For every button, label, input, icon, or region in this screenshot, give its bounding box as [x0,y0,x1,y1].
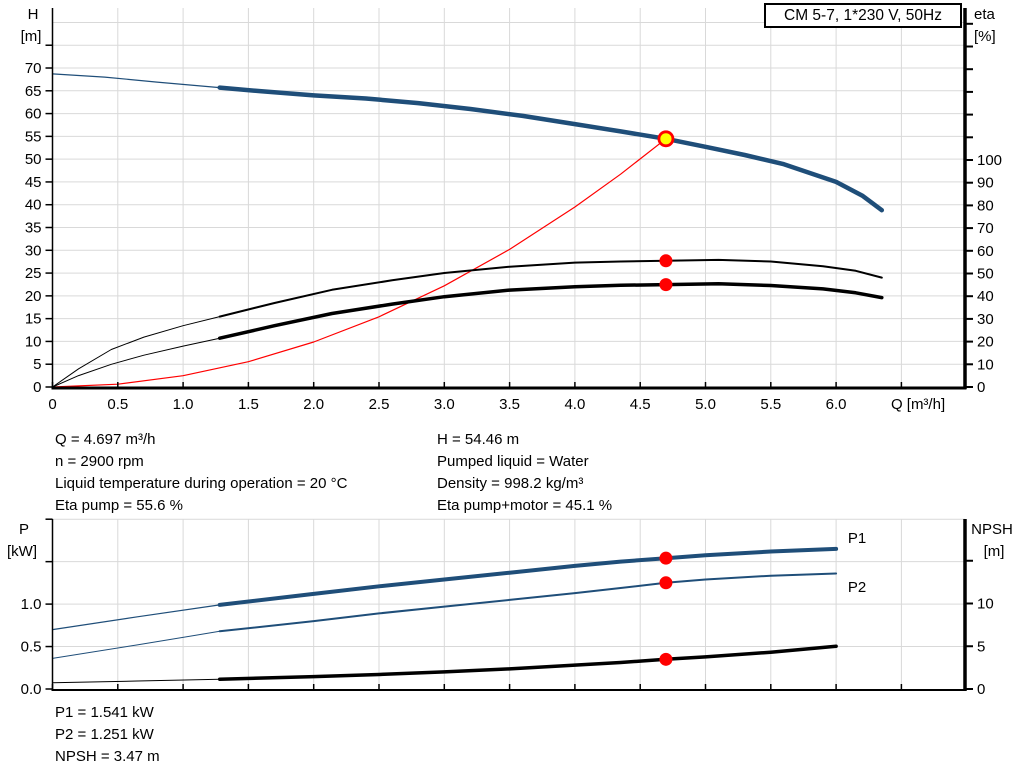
right-axis-tick-label: 5 [977,638,985,655]
info-line-eta-pump: Eta pump = 55.6 % [55,497,183,514]
info-line-flow: Q = 4.697 m³/h [55,431,156,448]
left-axis-tick-label: 70 [25,60,42,77]
curve-h-curve-extension [51,73,221,89]
operating-dot [659,254,673,268]
right-axis-tick-label: 50 [977,266,994,283]
curve-h-curve [217,85,885,213]
x-axis-tick-label: 5.0 [695,396,716,413]
curve-eta-pump-motor [217,281,884,340]
right-axis-tick-label: 40 [977,288,994,305]
right-axis-tick-label: 0 [977,379,985,396]
left-axis-tick-label: 30 [25,242,42,259]
chart-h-eta: 0 5 10 15 20 25 30 35 40 45 50 55 60 65 70 0 10 20 30 40 50 6… [21,6,1002,413]
gridlines [52,8,965,387]
curve-p2-curve [218,572,838,633]
curve-system-curve [51,138,667,388]
right-axis-title: NPSH [971,521,1013,538]
curve-npsh-curve [217,644,838,681]
left-axis-tick-label: 60 [25,106,42,123]
x-axis-tick-label: 2.5 [369,396,390,413]
info-line-speed: n = 2900 rpm [55,453,144,470]
curve-label-p1: P1 [848,530,866,547]
x-axis-tick-label: 4.0 [564,396,585,413]
x-axis-tick-label: 2.0 [303,396,324,413]
operating-data-right: H = 54.46 m Pumped liquid = Water Densit… [437,429,612,517]
right-axis-tick-label: 100 [977,152,1002,169]
right-axis-tick-label: 0 [977,681,985,698]
info-line-head: H = 54.46 m [437,431,520,448]
info-line-pumped-liquid: Pumped liquid = Water [437,453,589,470]
duty-point-marker[interactable] [657,130,675,148]
right-axis-title: [m] [984,543,1005,560]
curve-label-p2: P2 [848,579,866,596]
left-axis-tick-label: 20 [25,288,42,305]
right-axis-tick-label: 70 [977,220,994,237]
info-line-p1: P1 = 1.541 kW [55,704,154,721]
info-line-npsh: NPSH = 3.47 m [55,748,160,765]
left-axis-tick-label: 40 [25,197,42,214]
axes [45,8,973,390]
right-axis-tick-label: 10 [977,596,994,613]
right-axis-tick-label: 10 [977,356,994,373]
operating-dot [659,278,673,292]
left-axis-tick-label: 55 [25,128,42,145]
x-axis-tick-label: 1.0 [173,396,194,413]
curve-npsh-curve-extension [52,678,221,684]
left-axis-tick-label: 5 [33,356,41,373]
chart-title-box: CM 5-7, 1*230 V, 50Hz [764,3,962,28]
chart-title: CM 5-7, 1*230 V, 50Hz [784,6,942,24]
left-axis-tick-label: 50 [25,151,42,168]
right-axis-tick-label: 80 [977,197,994,214]
left-axis-title: [m] [21,28,42,45]
left-axis-title: P [19,521,29,538]
operating-dot [659,551,673,565]
left-axis-tick-label: 25 [25,265,42,282]
info-line-liquid-temperature: Liquid temperature during operation = 20… [55,475,348,492]
curve-p1-curve [217,546,839,607]
x-axis-tick-label: 5.5 [760,396,781,413]
right-axis-tick-label: 60 [977,243,994,260]
left-axis-tick-label: 15 [25,311,42,328]
info-line-eta-pump-motor: Eta pump+motor = 45.1 % [437,497,613,514]
x-axis-tick-label: 0 [48,396,56,413]
power-npsh-data: P1 = 1.541 kW P2 = 1.251 kW NPSH = 3.47 … [55,702,160,768]
operating-data-left: Q = 4.697 m³/h n = 2900 rpm Liquid tempe… [55,429,347,517]
x-axis-title: Q [m³/h] [891,396,945,413]
left-axis-tick-label: 45 [25,174,42,191]
right-axis-tick-label: 30 [977,311,994,328]
x-axis-tick-label: 4.5 [630,396,651,413]
gridlines [52,518,965,689]
axes [45,518,973,691]
x-axis-tick-label: 1.5 [238,396,259,413]
curve-p1-curve-extension [51,604,221,631]
right-axis-tick-label: 90 [977,175,994,192]
left-axis-tick-label: 1.0 [21,596,42,613]
curve-eta-pump-extension [52,316,221,388]
x-axis-tick-label: 3.5 [499,396,520,413]
x-axis-tick-label: 6.0 [826,396,847,413]
left-axis-tick-label: 10 [25,333,42,350]
info-line-density: Density = 998.2 kg/m³ [437,475,584,492]
right-axis-title: [%] [974,28,996,45]
operating-dot [659,576,673,590]
right-axis-tick-label: 20 [977,334,994,351]
x-axis-tick-label: 3.0 [434,396,455,413]
left-axis-tick-label: 0.0 [21,681,42,698]
chart-p-npsh: 0.0 0.5 1.0 0 5 10 P [kW] NPSH [m] P1 P2 [7,518,1013,698]
left-axis-tick-label: 0 [33,379,41,396]
curve-eta-pump [218,258,883,318]
left-axis-tick-label: 65 [25,83,42,100]
left-axis-tick-label: 0.5 [21,639,42,656]
curve-p2-curve-extension [52,630,221,659]
curve-eta-pump-motor-extension [52,337,221,388]
left-axis-tick-label: 35 [25,220,42,237]
x-axis-tick-label: 0.5 [107,396,128,413]
left-axis-title: [kW] [7,543,37,560]
operating-dot [659,652,673,666]
left-axis-title: H [28,6,39,23]
right-axis-title: eta [974,6,996,23]
info-line-p2: P2 = 1.251 kW [55,726,154,743]
